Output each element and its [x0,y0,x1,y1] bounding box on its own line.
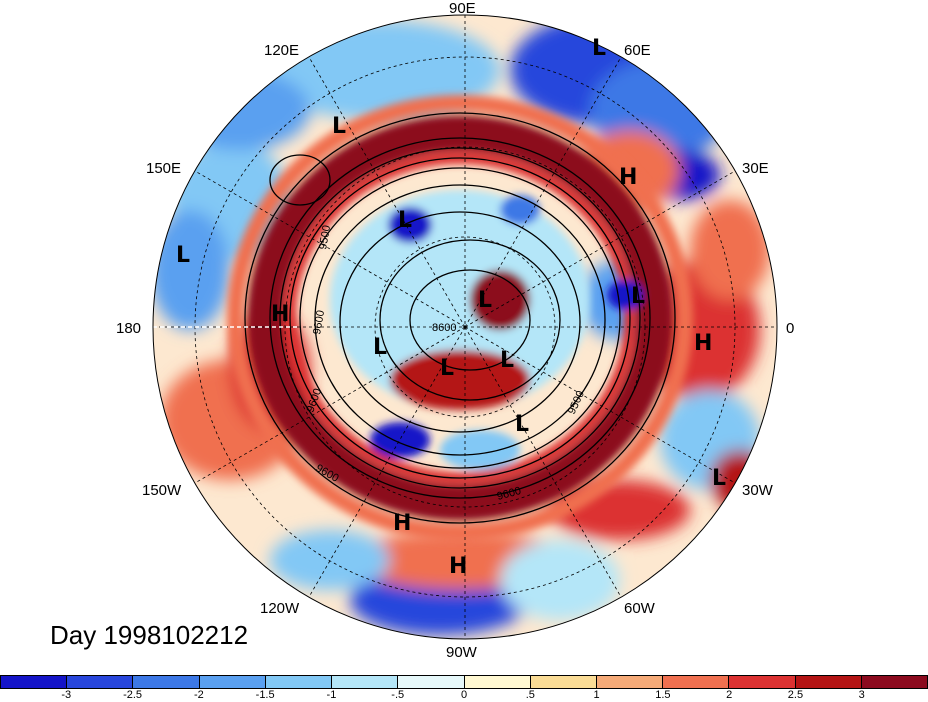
lon-label-150e: 150E [146,160,182,177]
colorbar-segment [199,676,266,688]
colorbar-tick-label: 3 [858,689,865,701]
lon-label-60e: 60E [624,42,651,59]
high-center-marker: H [271,302,290,327]
lon-label-60w: 60W [624,600,655,617]
low-center-marker: L [332,114,347,139]
high-center-marker: H [449,554,468,579]
day-title: Day 1998102212 [50,620,249,650]
colorbar-tick-label: 0 [460,689,468,701]
lon-label-90w: 90W [446,644,477,661]
colorbar [0,675,928,689]
colorbar-tick-label: -1 [326,689,337,701]
colorbar-tick-label: -2 [193,689,204,701]
lon-label-90e: 90E [449,0,476,17]
colorbar-tick-label: 1.5 [655,689,671,701]
colorbar-segment [398,676,465,688]
lon-label-120e: 120E [264,42,300,59]
colorbar-segment [861,676,928,688]
colorbar-tick-label: 2 [726,689,733,701]
colorbar-segment [596,676,664,688]
colorbar-tick-label: -2.5 [123,689,143,701]
colorbar-segment [729,676,796,688]
colorbar-tick-label: 1 [593,689,600,701]
low-center-marker: L [712,466,727,491]
colorbar-segment [133,676,200,688]
low-center-marker: L [515,412,530,437]
colorbar-segment [795,676,862,688]
colorbar-segment [464,676,531,688]
lon-label-0: 0 [786,320,795,337]
contour-label-9600-a: 9600 [311,309,327,335]
lon-label-150w: 150W [142,482,182,499]
colorbar-segment [530,676,597,688]
colorbar-segment [265,676,333,688]
lon-label-120w: 120W [260,600,300,617]
high-center-marker: H [393,511,412,536]
high-center-marker: H [694,331,713,356]
anomaly-field [153,15,777,639]
colorbar-tick-label: -1.5 [255,689,275,701]
low-center-marker: L [373,335,388,360]
high-center-marker: H [619,165,638,190]
lon-label-180: 180 [116,320,142,337]
contour-label-8600: 8600 [432,322,456,334]
colorbar-tick-label: .5 [525,689,535,701]
colorbar-segment [332,676,399,688]
low-center-marker: L [631,284,646,309]
colorbar-segment [67,676,134,688]
low-center-marker: L [592,36,607,61]
colorbar-tick-label: 2.5 [787,689,804,701]
lon-label-30w: 30W [742,482,773,499]
lon-label-30e: 30E [742,160,769,177]
low-center-marker: L [500,348,515,373]
colorbar-segment [663,676,730,688]
colorbar-tick-label: -3 [61,689,72,701]
low-center-marker: L [398,208,413,233]
colorbar-tick-label: -.5 [391,689,405,701]
contour-label-9500: 9500 [317,224,333,250]
low-center-marker: L [440,356,455,381]
low-center-marker: L [176,243,191,268]
colorbar-segment [1,676,68,688]
low-center-marker: L [478,288,493,313]
